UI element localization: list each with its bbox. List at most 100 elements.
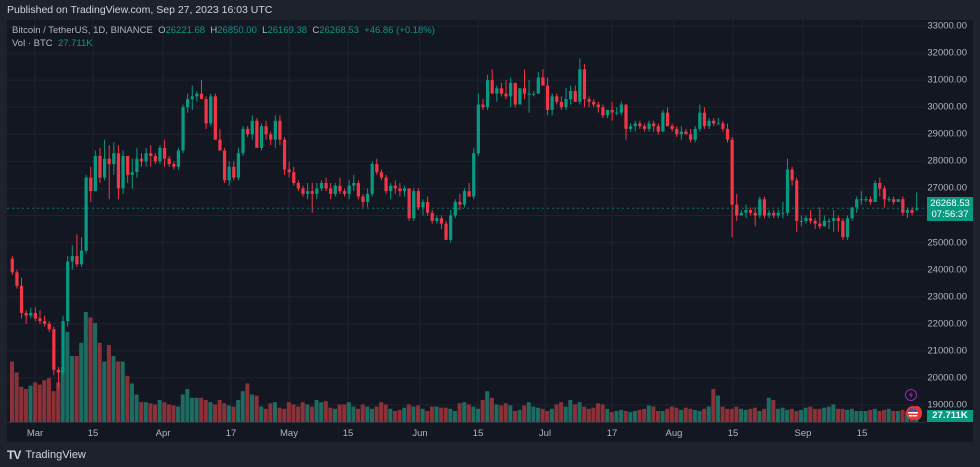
candle-body [250,120,254,135]
candle-body [665,112,670,127]
candle-body [822,220,827,227]
candle-body [753,212,757,216]
volume-bar [305,404,310,422]
volume-bar [817,408,822,422]
volume-bar [360,404,365,422]
volume-bar [388,408,393,422]
volume-bar [19,386,24,422]
candle-body [596,104,600,108]
volume-bar [240,391,245,422]
event-stack-icon[interactable] [912,406,922,420]
candle-body [624,104,628,129]
candle-body [126,155,130,175]
candle-body [725,128,730,140]
candle-body [70,256,74,262]
volume-bar [74,356,79,422]
candle-body [536,77,540,94]
volume-bar [822,407,827,422]
volume-bar [111,356,116,422]
candle-body [656,126,660,132]
candle-body [338,185,342,192]
volume-bar [559,402,564,422]
volume-bar [577,402,582,422]
volume-bar [563,406,568,422]
price-label: 19000.00 [927,399,967,411]
candle-body [287,169,291,173]
candle-body [467,191,471,197]
volume-bar [665,408,670,422]
tradingview-logo-icon[interactable]: TV [7,448,21,462]
candle-body [795,180,799,221]
candle-body [167,158,171,165]
brand-name[interactable]: TradingView [25,449,86,461]
candle-body [684,131,688,135]
volume-bar [674,407,679,422]
volume-bar [739,408,744,422]
volume-bar [771,400,776,422]
legend-symbol[interactable]: Bitcoin / TetherUS, 1D, BINANCE [12,25,153,36]
volume-bar [180,394,185,422]
candle-body [647,123,651,129]
candle-body [425,201,430,213]
volume-bar [249,394,254,422]
candle-body [818,223,822,227]
date-label: Mar [26,428,44,439]
candle-body [836,218,840,221]
volume-bar [812,408,817,422]
volume-bar [780,407,785,422]
candle-body [615,112,619,114]
candle-body [827,220,831,222]
volume-bar [683,407,688,422]
candle-body [264,126,268,135]
volume-bar [166,404,171,422]
candle-body [66,261,70,322]
volume-bar [775,408,780,422]
volume-bar [277,407,282,422]
candle-body [444,223,448,240]
volume-bar [116,361,121,422]
volume-bar [794,411,799,422]
volume-bar [508,405,513,422]
volume-bar [605,408,610,422]
volume-bar [702,408,707,422]
candle-body [873,183,877,202]
candle-body [384,177,388,192]
volume-bar [88,317,93,422]
lightning-event-icon[interactable] [905,389,917,401]
volume-bar [863,411,868,422]
date-label: 15 [342,428,354,439]
volume-bar [434,406,439,422]
candle-body [421,201,425,208]
volume-bar [148,403,153,422]
candlestick-chart[interactable] [7,20,926,422]
legend-volume-label[interactable]: Vol · BTC [12,38,53,49]
volume-bar [545,411,550,422]
candle-body [532,93,536,95]
volume-bar [803,407,808,422]
volume-bar [466,404,471,422]
volume-bar [346,402,351,422]
volume-bar [849,408,854,422]
candle-body [569,90,573,100]
volume-bar [886,408,891,422]
candle-body [347,185,351,194]
candle-body [841,220,845,238]
volume-bar [485,391,490,422]
candle-body [407,188,411,219]
volume-bar [669,406,674,422]
time-axis[interactable]: Mar 15 Apr 17 May 15 Jun 15 Jul 17 Aug 15 Sep 15 [7,422,926,443]
candle-body [702,112,707,127]
candle-body [79,250,84,265]
candle-body [324,183,328,189]
candle-body [601,107,605,116]
price-axis[interactable]: 33000.00 32000.00 31000.00 30000.00 29000.00… [926,20,973,442]
volume-bar [503,403,508,422]
volume-bar [536,407,541,422]
volume-bar [273,402,278,422]
volume-bar [383,404,388,422]
volume-bar [526,402,531,422]
candle-body [52,329,56,370]
volume-bar [23,389,28,422]
chart-plot-area[interactable]: Bitcoin / TetherUS, 1D, BINANCE O26221.6… [7,20,926,422]
candle-body [564,99,568,108]
